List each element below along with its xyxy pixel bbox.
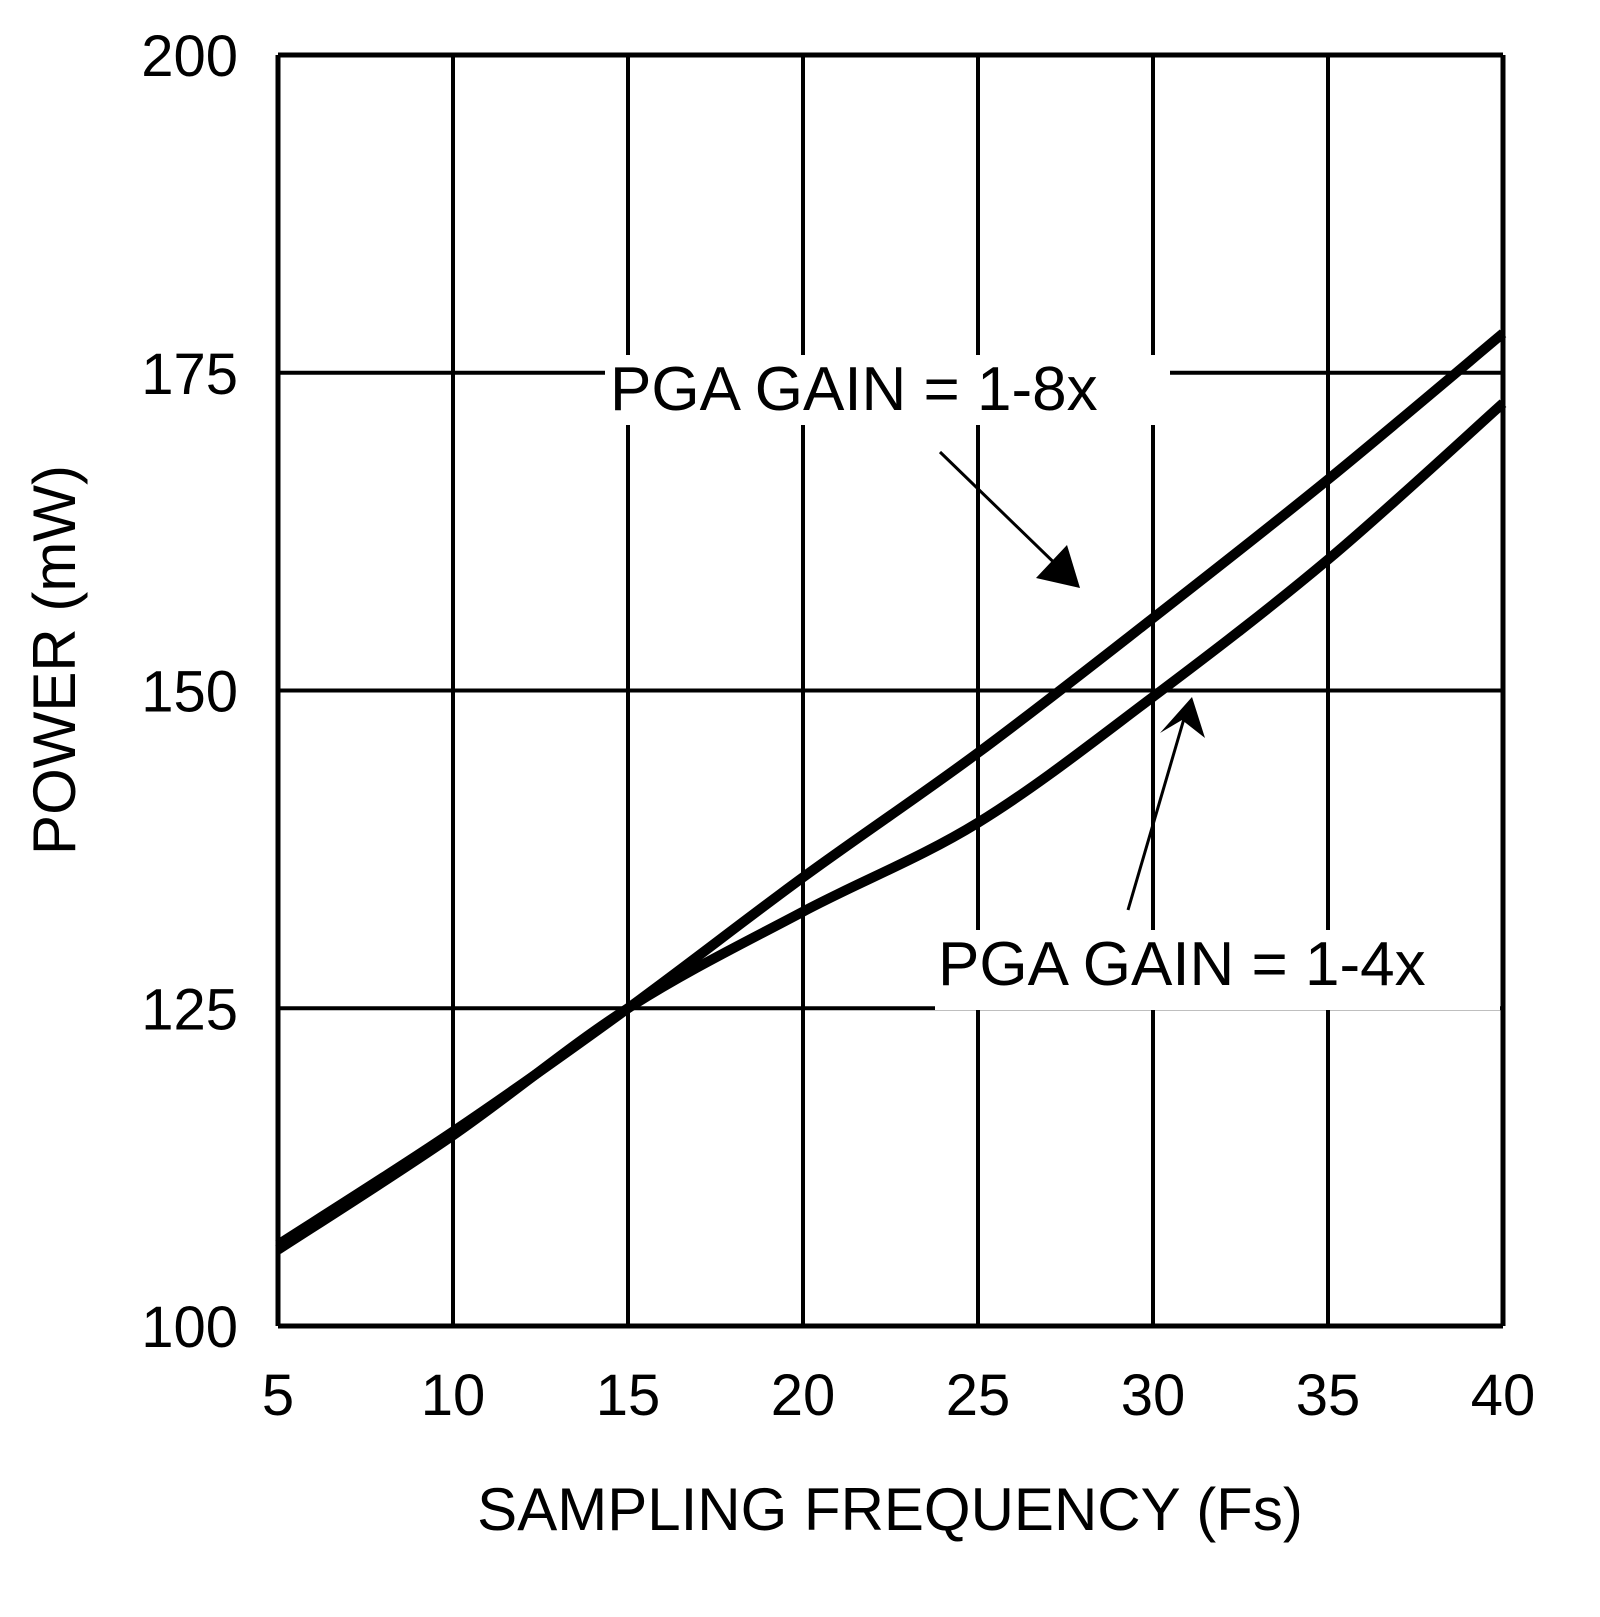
y-tick-label: 200	[141, 24, 238, 89]
x-tick-label: 30	[1121, 1363, 1186, 1428]
arrowhead-1-4x	[1160, 697, 1205, 738]
x-axis-label: SAMPLING FREQUENCY (Fs)	[477, 1476, 1303, 1543]
x-tick-label: 35	[1296, 1363, 1361, 1428]
series-label-1-8x: PGA GAIN = 1-8x	[610, 355, 1098, 424]
y-tick-label: 125	[141, 977, 238, 1042]
series-lines	[275, 329, 1507, 1254]
annotation-1-4x: PGA GAIN = 1-4x	[935, 697, 1500, 1010]
arrow-1-8x	[938, 450, 1074, 582]
x-tick-label: 20	[771, 1363, 836, 1428]
x-tick-label: 15	[596, 1363, 661, 1428]
arrow-1-4x	[1126, 704, 1190, 911]
y-tick-label: 175	[141, 342, 238, 407]
series-label-1-4x: PGA GAIN = 1-4x	[938, 930, 1426, 999]
x-tick-label: 5	[262, 1363, 294, 1428]
series-line-1-4x	[275, 399, 1507, 1254]
x-tick-label: 25	[946, 1363, 1011, 1428]
grid	[275, 52, 1506, 1329]
y-tick-label: 100	[141, 1295, 238, 1360]
series-line-1-8x	[275, 329, 1507, 1249]
arrowhead-1-8x	[1036, 545, 1080, 588]
y-axis-label: POWER (mW)	[21, 465, 88, 855]
tick-labels: 5 10 15 20 25 30 35 40 100 125 150 175 200	[141, 24, 1535, 1428]
annotation-1-8x: PGA GAIN = 1-8x	[605, 355, 1170, 588]
y-tick-label: 150	[141, 660, 238, 725]
x-tick-label: 40	[1471, 1363, 1536, 1428]
x-tick-label: 10	[421, 1363, 486, 1428]
